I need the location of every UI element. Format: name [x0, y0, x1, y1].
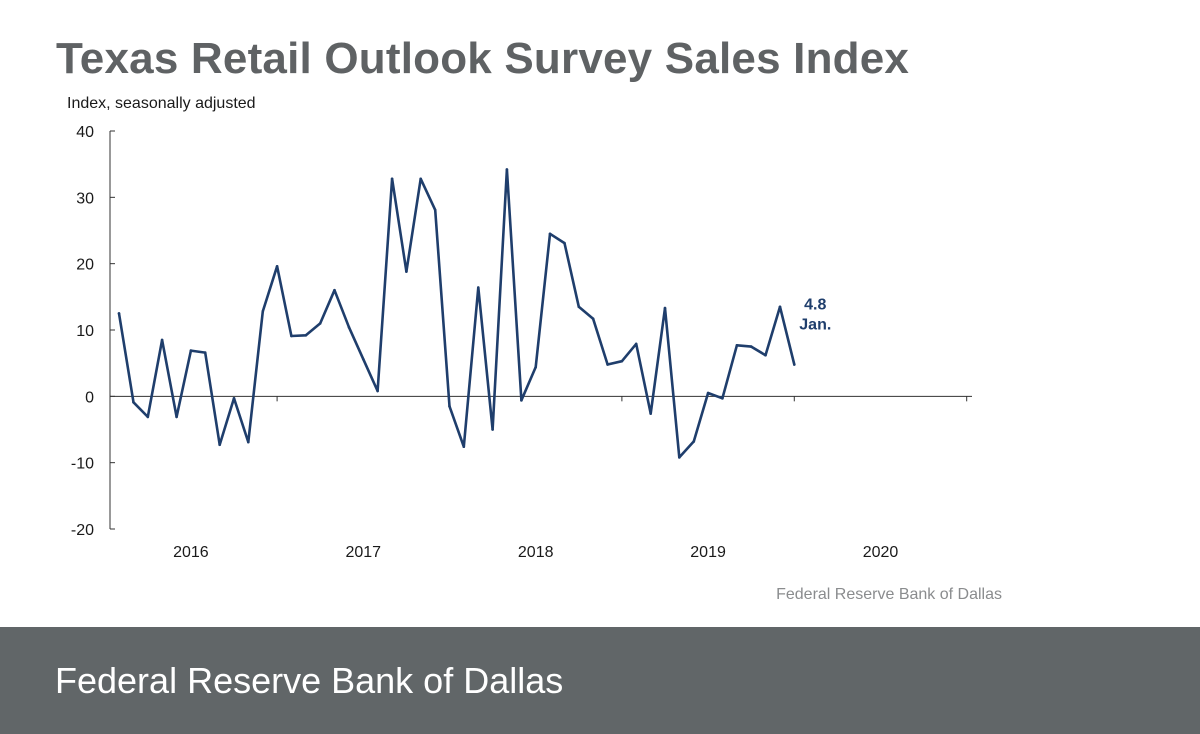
data-point: [290, 334, 293, 338]
last-value-label: 4.8: [804, 296, 826, 313]
data-point: [634, 342, 638, 346]
data-point: [117, 312, 121, 315]
y-tick-label: 30: [76, 190, 94, 207]
data-point: [491, 428, 494, 431]
data-point: [347, 326, 351, 329]
data-point: [376, 389, 379, 393]
data-point: [318, 322, 322, 325]
data-point: [132, 401, 135, 404]
data-point: [361, 357, 365, 361]
last-date-label: Jan.: [799, 316, 831, 333]
data-point: [534, 365, 537, 369]
line-chart: Index, seasonally adjusted -20 -10 0 10 20 30…: [67, 95, 1002, 603]
footer-org-name: Federal Reserve Bank of Dallas: [55, 660, 564, 701]
y-tick-label: 40: [76, 124, 94, 141]
data-point: [232, 397, 236, 400]
series-line: [117, 168, 796, 459]
x-tick-label: 2016: [173, 544, 209, 561]
x-tick-label: 2017: [345, 544, 381, 561]
data-point: [735, 343, 739, 347]
page-title: Texas Retail Outlook Survey Sales Index: [56, 34, 910, 83]
data-point: [390, 177, 394, 181]
data-point: [433, 208, 437, 212]
x-tick-label: 2020: [863, 544, 899, 561]
y-tick-label: 10: [76, 323, 94, 340]
data-point: [577, 305, 581, 309]
data-point: [505, 168, 509, 171]
data-point: [706, 391, 710, 395]
data-point: [778, 305, 782, 309]
series-group: [117, 168, 796, 459]
data-point: [591, 317, 595, 321]
data-point: [146, 415, 150, 419]
data-point: [678, 456, 681, 459]
data-point: [405, 270, 408, 273]
data-point: [792, 363, 796, 366]
data-point: [563, 241, 566, 245]
chart-source: Federal Reserve Bank of Dallas: [776, 586, 1002, 603]
data-point: [419, 177, 423, 181]
y-axis-title: Index, seasonally adjusted: [67, 95, 256, 112]
data-point: [764, 353, 767, 357]
data-point: [175, 415, 178, 419]
data-point: [462, 445, 466, 449]
data-point: [476, 286, 480, 289]
data-point: [749, 345, 753, 348]
data-point: [218, 443, 221, 447]
data-point: [247, 440, 250, 444]
y-tick-label: -10: [71, 456, 94, 473]
y-tick-label: 20: [76, 257, 94, 274]
data-point: [520, 399, 523, 402]
x-tick-label: 2018: [518, 544, 554, 561]
data-point: [548, 232, 552, 236]
footer-bar: Federal Reserve Bank of Dallas: [0, 627, 1200, 734]
data-point: [649, 412, 652, 415]
x-axis: 2016 2017 2018 2019 2020: [110, 395, 972, 561]
data-point: [663, 306, 667, 310]
data-point: [620, 359, 624, 363]
data-point: [203, 351, 207, 354]
chart-area: Index, seasonally adjusted -20 -10 0 10 20 30…: [67, 95, 1002, 603]
y-tick-label: 0: [85, 389, 94, 406]
data-point: [333, 288, 336, 292]
data-point: [692, 440, 696, 443]
data-point: [160, 338, 164, 342]
x-tick-label: 2019: [690, 544, 726, 561]
data-point: [189, 349, 193, 352]
data-point: [261, 310, 265, 313]
data-point: [275, 265, 279, 268]
y-axis: -20 -10 0 10 20 30 40: [71, 124, 115, 539]
data-point: [304, 334, 308, 337]
data-point: [606, 363, 609, 366]
data-point: [448, 404, 451, 408]
y-tick-label: -20: [71, 522, 94, 539]
data-point: [721, 397, 724, 400]
